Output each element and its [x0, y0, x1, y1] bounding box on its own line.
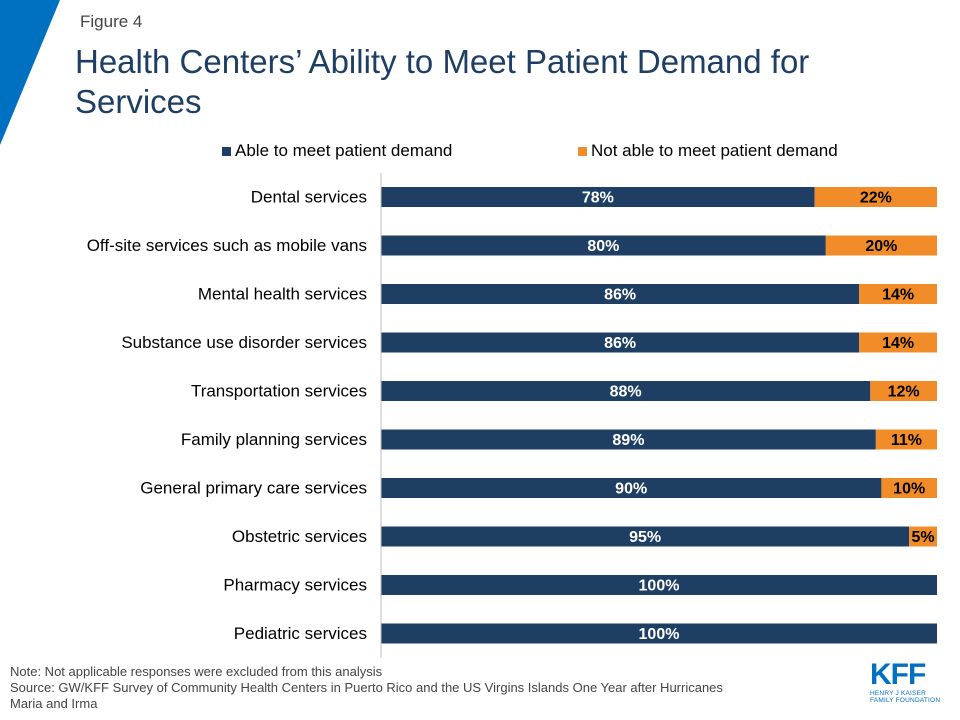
value-label-able: 80% [587, 238, 619, 255]
value-label-able: 78% [582, 190, 614, 207]
category-label: Dental services [251, 188, 367, 207]
bar-able [381, 575, 937, 595]
note-text: Note: Not applicable responses were excl… [10, 664, 383, 679]
category-label: Mental health services [198, 285, 367, 304]
bar-able [381, 623, 937, 644]
logo-line-2: FAMILY FOUNDATION [870, 697, 941, 704]
legend-item-not-able: Not able to meet patient demand [578, 141, 838, 161]
value-label-able: 86% [604, 287, 636, 304]
bar-not-able [859, 284, 937, 304]
bar-able [381, 332, 860, 353]
value-label-not-able: 22% [860, 190, 892, 207]
value-label-able: 86% [604, 335, 636, 352]
bar-not-able [814, 187, 937, 207]
bar-not-able [825, 235, 937, 256]
legend-swatch-able [222, 146, 231, 156]
legend-item-able: Able to meet patient demand [222, 141, 452, 161]
value-label-able: 100% [639, 578, 680, 595]
bar-not-able [870, 381, 937, 401]
value-label-able: 89% [612, 432, 644, 449]
footnote: Note: Not applicable responses were excl… [10, 664, 750, 712]
value-label-able: 100% [639, 626, 680, 643]
value-label-able: 88% [610, 384, 642, 401]
legend-swatch-not-able [578, 146, 587, 156]
bar-not-able [909, 526, 937, 547]
bar-able [381, 187, 815, 207]
category-label: Obstetric services [232, 527, 367, 546]
logo-line-1: HENRY J KAISER [870, 690, 927, 697]
value-label-not-able: 14% [882, 335, 914, 352]
value-label-not-able: 11% [891, 432, 922, 449]
legend-label-able: Able to meet patient demand [235, 141, 453, 160]
legend: Able to meet patient demand Not able to … [0, 141, 960, 163]
legend-label-not-able: Not able to meet patient demand [591, 141, 838, 160]
value-label-not-able: 10% [893, 481, 925, 498]
bar-able [381, 478, 882, 498]
category-label: General primary care services [140, 479, 367, 498]
value-label-able: 95% [629, 529, 661, 546]
category-label: Transportation services [191, 382, 367, 401]
bar-able [381, 429, 876, 450]
category-label: Substance use disorder services [121, 333, 367, 352]
chart-title: Health Centers’ Ability to Meet Patient … [75, 43, 810, 120]
bar-able [381, 381, 871, 401]
bar-not-able [875, 429, 937, 450]
value-label-not-able: 12% [888, 384, 920, 401]
source-text: Source: GW/KFF Survey of Community Healt… [10, 680, 723, 711]
value-label-not-able: 20% [865, 238, 897, 255]
category-label: Off-site services such as mobile vans [87, 236, 367, 255]
value-label-not-able: 5% [912, 529, 935, 546]
bar-able [381, 526, 910, 547]
kff-logo: KFF HENRY J KAISER FAMILY FOUNDATION [870, 660, 950, 710]
value-label-not-able: 14% [882, 287, 914, 304]
value-label-able: 90% [615, 481, 647, 498]
bar-able [381, 235, 826, 256]
logo-mark: KFF [870, 658, 926, 691]
bar-able [381, 284, 860, 304]
category-label: Pediatric services [234, 624, 367, 643]
figure-label: Figure 4 [80, 12, 143, 31]
category-label: Family planning services [181, 430, 367, 449]
category-label: Pharmacy services [223, 576, 367, 595]
bar-not-able [859, 332, 937, 353]
bar-not-able [881, 478, 937, 498]
